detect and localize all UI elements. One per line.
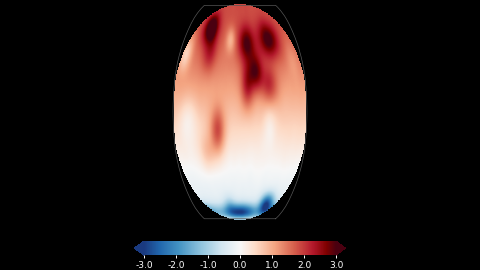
PathPatch shape <box>134 241 144 255</box>
PathPatch shape <box>336 241 346 255</box>
